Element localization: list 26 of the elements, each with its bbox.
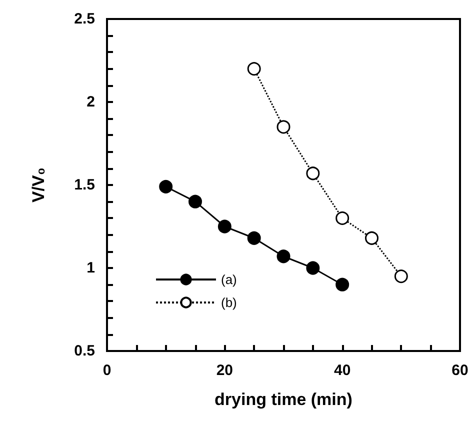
legend-label: (b) <box>221 295 237 310</box>
x-tick-label: 40 <box>334 362 351 379</box>
point <box>336 211 350 225</box>
point <box>276 120 290 134</box>
point <box>159 180 173 194</box>
legend-label: (a) <box>221 272 237 287</box>
y-tick-label: 1.5 <box>74 176 95 194</box>
point <box>276 250 290 264</box>
x-tick-label: 60 <box>452 362 468 379</box>
y-tick-label: 2 <box>86 94 95 110</box>
y-tick-label: 0.5 <box>74 342 95 360</box>
x-tick-label: 20 <box>216 362 234 379</box>
y-tick-label: 1 <box>86 260 95 276</box>
point <box>247 62 261 76</box>
point <box>365 231 378 245</box>
point <box>336 278 350 292</box>
point <box>306 166 320 180</box>
point <box>394 270 408 284</box>
point <box>218 220 232 234</box>
x-tick-label: 0 <box>102 362 112 379</box>
point <box>188 194 202 208</box>
point <box>306 261 320 275</box>
y-axis-title: V/V₀ <box>29 167 48 203</box>
y-tick-label: 2.5 <box>74 10 95 28</box>
point <box>247 231 261 245</box>
x-axis-title: drying time (min) <box>214 390 352 409</box>
